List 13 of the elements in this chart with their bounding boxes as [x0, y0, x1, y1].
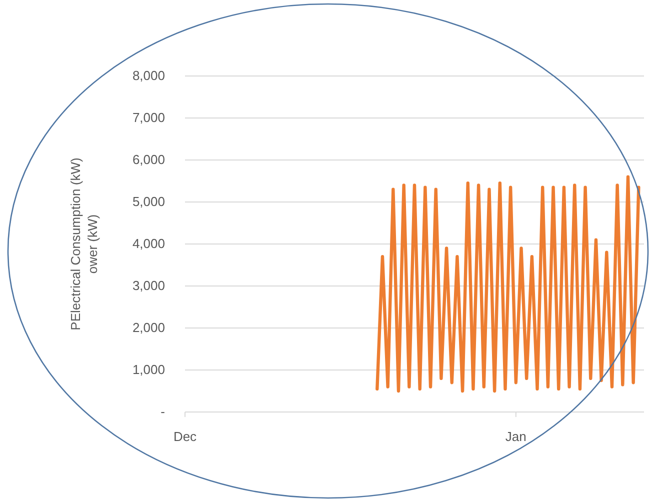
y-tick-label: 1,000	[132, 362, 165, 377]
x-tick-label: Jan	[505, 429, 526, 444]
y-tick-label: 4,000	[132, 236, 165, 251]
y-tick-label: -	[160, 404, 165, 419]
line-series	[376, 175, 640, 393]
y-tick-label: 2,000	[132, 320, 165, 335]
y-tick-label: 5,000	[132, 194, 165, 209]
y-axis-title: PElectrical Consumption (kW) ower (kW)	[68, 158, 100, 330]
x-tick-label: Dec	[173, 429, 198, 444]
y-tick-label: 8,000	[132, 68, 165, 83]
y-tick-label: 3,000	[132, 278, 165, 293]
y-tick-label: 6,000	[132, 152, 165, 167]
y-tick-label: 7,000	[132, 110, 165, 125]
